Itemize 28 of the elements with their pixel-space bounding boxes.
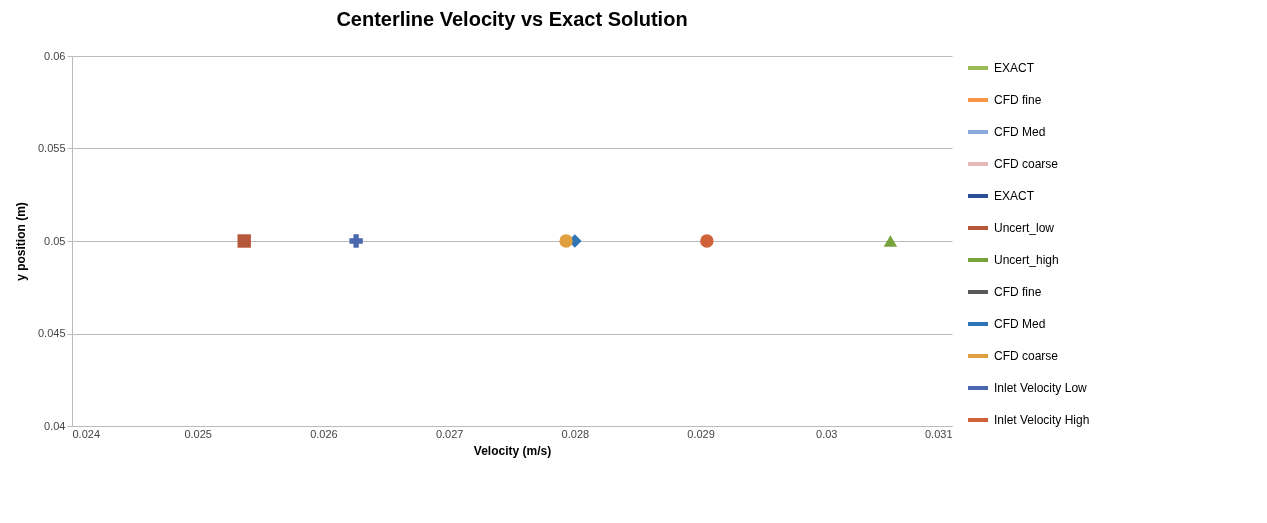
x-tick-label: 0.029 bbox=[687, 427, 715, 440]
x-tick-label: 0.028 bbox=[561, 427, 590, 440]
x-tick-label: 0.027 bbox=[435, 427, 464, 440]
y-tick-label: 0.05 bbox=[44, 234, 66, 247]
legend-label: EXACT bbox=[994, 61, 1035, 75]
legend-label: CFD fine bbox=[994, 285, 1042, 299]
legend-label: CFD fine bbox=[994, 93, 1042, 107]
legend-label: Uncert_low bbox=[994, 221, 1055, 235]
x-tick-label: 0.031 bbox=[924, 427, 953, 440]
chart-title: Centerline Velocity vs Exact Solution bbox=[336, 8, 688, 30]
x-tick-label: 0.024 bbox=[72, 427, 101, 440]
y-tick-label: 0.045 bbox=[37, 327, 66, 339]
y-tick-label: 0.055 bbox=[37, 142, 66, 154]
legend-label: CFD Med bbox=[994, 317, 1046, 331]
y-axis-title: y position (m) bbox=[13, 202, 28, 281]
legend-label: EXACT bbox=[994, 189, 1035, 203]
x-axis-title: Velocity (m/s) bbox=[473, 443, 552, 458]
x-tick-label: 0.03 bbox=[816, 427, 838, 440]
legend-label: Inlet Velocity Low bbox=[994, 381, 1088, 395]
y-tick-label: 0.04 bbox=[44, 419, 66, 432]
legend-label: CFD Med bbox=[994, 125, 1046, 139]
x-tick-label: 0.026 bbox=[310, 427, 338, 440]
x-tick-label: 0.025 bbox=[184, 427, 212, 440]
legend-label: Uncert_high bbox=[994, 253, 1059, 267]
y-tick-label: 0.06 bbox=[44, 49, 66, 62]
legend-label: Inlet Velocity High bbox=[994, 413, 1090, 427]
legend-label: CFD coarse bbox=[994, 349, 1059, 363]
legend-label: CFD coarse bbox=[994, 157, 1059, 171]
